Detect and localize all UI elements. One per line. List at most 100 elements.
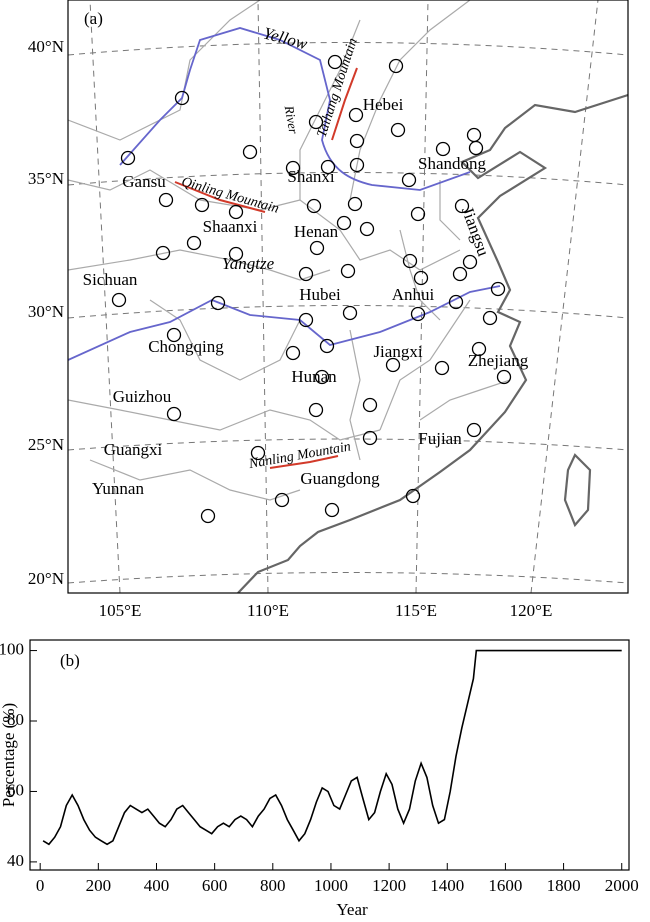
province-label: Shaanxi	[203, 217, 258, 236]
station	[155, 245, 171, 261]
station	[228, 204, 244, 220]
station	[306, 198, 322, 214]
feature-label: Yellow	[261, 23, 310, 53]
lon-label: 105°E	[99, 601, 142, 620]
station	[194, 197, 210, 213]
x-tick-label: 1400	[430, 876, 464, 895]
yangtze-river	[68, 285, 501, 361]
station	[298, 312, 314, 328]
province-label: Anhui	[392, 285, 435, 304]
station	[454, 198, 470, 214]
lat-label: 35°N	[28, 169, 64, 188]
station	[228, 246, 244, 262]
lat-label: 40°N	[28, 37, 64, 56]
province-label: Fujian	[418, 429, 462, 448]
lat-label: 30°N	[28, 302, 64, 321]
y-tick-label: 100	[0, 639, 24, 658]
map-body	[68, 0, 628, 593]
station	[336, 215, 352, 231]
province-label: Jiangxi	[373, 342, 422, 361]
station	[298, 266, 314, 282]
lon-label: 110°E	[247, 601, 289, 620]
province-label: Guangdong	[300, 469, 380, 488]
station	[348, 107, 364, 123]
lat-label: 25°N	[28, 435, 64, 454]
y-tick-label: 80	[7, 710, 24, 729]
province-label: Hebei	[363, 95, 404, 114]
station	[359, 221, 375, 237]
station	[349, 133, 365, 149]
lon-labels: 105°E 110°E 115°E 120°E	[99, 601, 553, 620]
graticule	[68, 0, 628, 593]
map-frame	[67, 0, 629, 594]
station	[274, 492, 290, 508]
feature-label: Yangtze	[222, 254, 275, 273]
station	[320, 159, 336, 175]
province-label: Sichuan	[83, 270, 138, 289]
province-labels: Hebei Shandong Shanxi Gansu Shaanxi Hena…	[83, 95, 529, 498]
yellow-river	[119, 27, 471, 191]
station	[490, 281, 506, 297]
x-tick-label: 1800	[547, 876, 581, 895]
taiwan	[563, 453, 592, 528]
station	[158, 192, 174, 208]
province-label: Shanxi	[287, 167, 335, 186]
coastline	[237, 93, 628, 593]
province-label: Zhejiang	[468, 351, 529, 370]
station	[466, 422, 482, 438]
station	[285, 345, 301, 361]
station	[285, 160, 301, 176]
lon-label: 120°E	[510, 601, 553, 620]
y-tick-label: 60	[7, 780, 24, 799]
x-tick-label: 1600	[488, 876, 522, 895]
station	[347, 196, 363, 212]
station	[111, 292, 127, 308]
station	[402, 253, 418, 269]
panel-label: (a)	[84, 9, 103, 28]
station	[362, 430, 378, 446]
line-series	[42, 649, 622, 846]
province-label: Henan	[294, 222, 339, 241]
station	[349, 157, 365, 173]
station	[435, 141, 451, 157]
province-label: Chongqing	[148, 337, 224, 356]
province-label: Yunnan	[92, 479, 144, 498]
taihang-mountain	[331, 67, 358, 141]
station	[342, 305, 358, 321]
province-label: Hunan	[291, 367, 337, 386]
station	[452, 266, 468, 282]
station	[186, 235, 202, 251]
lat-labels: 40°N 35°N 30°N 25°N 20°N	[28, 37, 64, 588]
y-tick-label: 40	[7, 851, 24, 870]
qinling-mountain	[174, 181, 266, 213]
y-axis-label: Percentage (%)	[0, 703, 18, 807]
x-tick-label: 0	[36, 876, 45, 895]
station	[166, 327, 182, 343]
station	[482, 310, 498, 326]
x-tick-label: 1200	[372, 876, 406, 895]
station	[468, 140, 484, 156]
station	[327, 54, 343, 70]
station	[462, 254, 478, 270]
station	[413, 270, 429, 286]
province-label: Shandong	[418, 154, 487, 173]
province-label: Hubei	[299, 285, 341, 304]
station	[410, 306, 426, 322]
feature-label: River	[281, 104, 301, 136]
station	[340, 263, 356, 279]
province-label: Guizhou	[113, 387, 172, 406]
station	[362, 397, 378, 413]
nanling-mountain	[269, 455, 339, 469]
station	[401, 172, 417, 188]
feature-label: Nanling Mountain	[247, 439, 352, 472]
station	[120, 150, 136, 166]
station	[319, 338, 335, 354]
province-label: Gansu	[122, 172, 166, 191]
station	[385, 357, 401, 373]
stations	[111, 54, 512, 524]
station	[314, 369, 330, 385]
x-tick-label: 1000	[314, 876, 348, 895]
feature-labels: Yellow River Yangtze Taihang Mountain Qi…	[180, 23, 361, 472]
province-label: Jiangsu	[458, 204, 493, 259]
